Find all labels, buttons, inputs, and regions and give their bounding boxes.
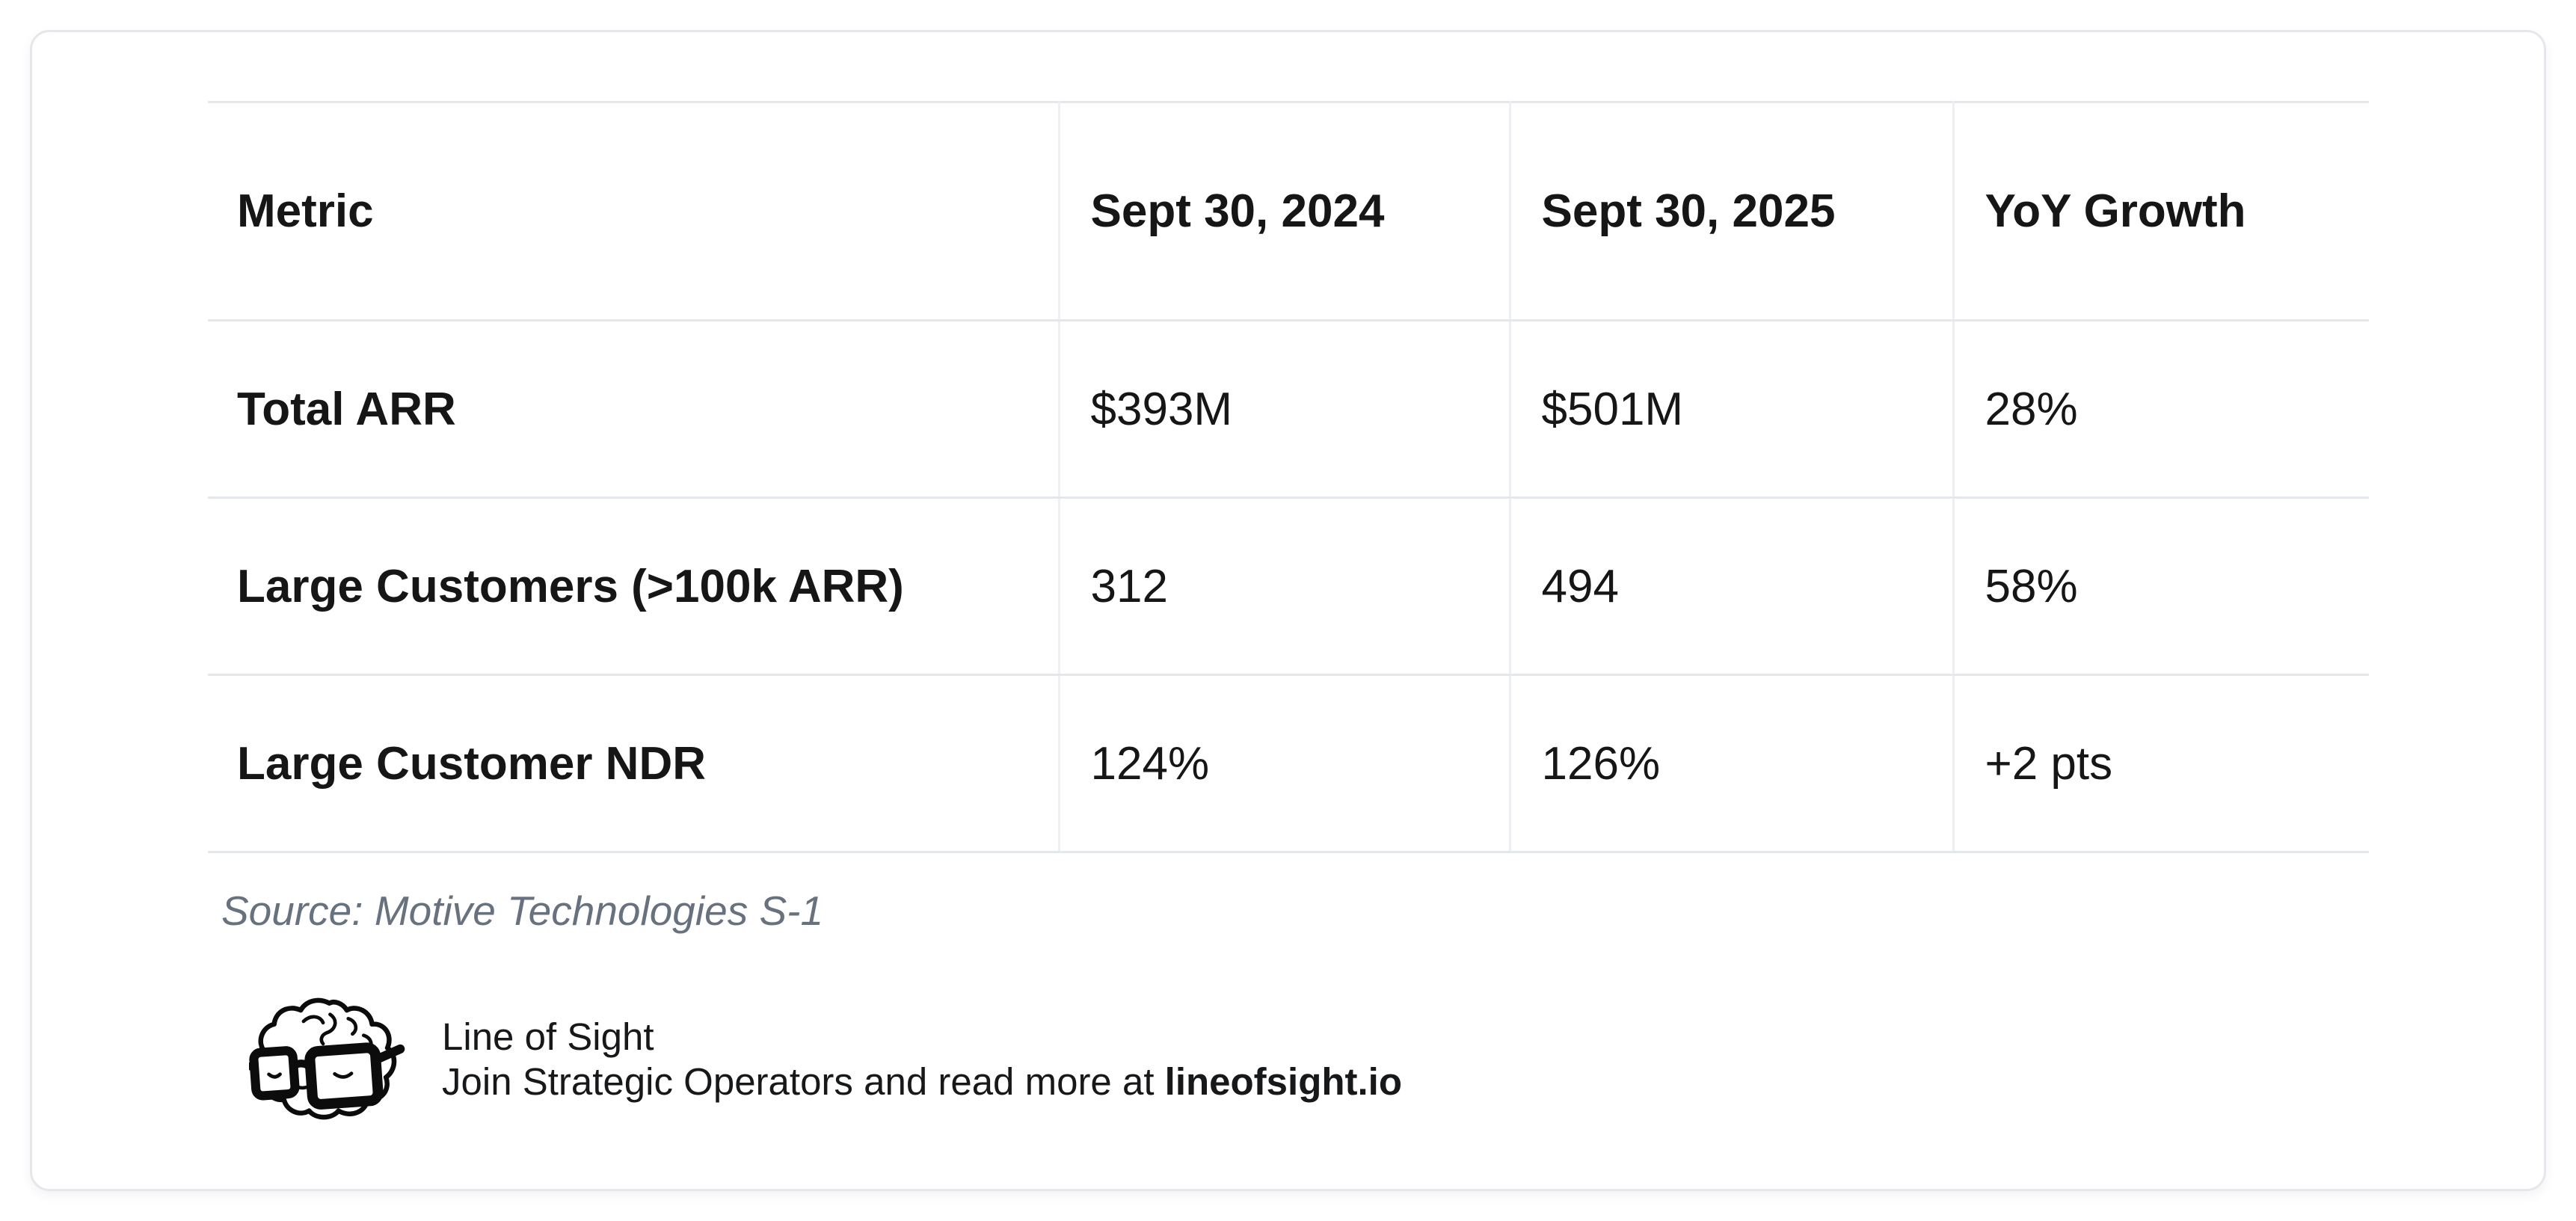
footer-link[interactable]: lineofsight.io	[1164, 1059, 1402, 1103]
value-cell-2024: $393M	[1057, 320, 1510, 499]
value-cell-2025: 494	[1508, 497, 1953, 676]
growth-cell: 28%	[1952, 320, 2369, 499]
value-cell-2024: 312	[1057, 497, 1510, 676]
value-cell-2024: 124%	[1057, 674, 1510, 853]
value-cell-2025: $501M	[1508, 320, 1953, 499]
column-header-yoy-growth: YoY Growth	[1952, 102, 2369, 322]
table-row-total-arr: Total ARR $393M $501M 28%	[208, 320, 2369, 499]
source-note: Source: Motive Technologies S-1	[221, 888, 824, 934]
footer-tagline: Join Strategic Operators and read more a…	[442, 1059, 1402, 1104]
header-row: Metric Sept 30, 2024 Sept 30, 2025 YoY G…	[208, 102, 2369, 322]
brand-name: Line of Sight	[442, 1015, 654, 1058]
table-row-large-customers: Large Customers (>100k ARR) 312 494 58%	[208, 497, 2369, 676]
metrics-card: Metric Sept 30, 2024 Sept 30, 2025 YoY G…	[30, 30, 2546, 1191]
growth-cell: 58%	[1952, 497, 2369, 676]
metric-cell: Total ARR	[208, 320, 1059, 499]
column-header-sept-2024: Sept 30, 2024	[1057, 102, 1510, 322]
growth-cell: +2 pts	[1952, 674, 2369, 853]
brain-glasses-icon	[245, 994, 410, 1125]
value-cell-2025: 126%	[1508, 674, 1953, 853]
metric-cell: Large Customer NDR	[208, 674, 1059, 853]
column-header-sept-2025: Sept 30, 2025	[1508, 102, 1953, 322]
metrics-table: Metric Sept 30, 2024 Sept 30, 2025 YoY G…	[208, 101, 2369, 853]
footer: Line of Sight Join Strategic Operators a…	[245, 994, 1402, 1125]
metric-cell: Large Customers (>100k ARR)	[208, 497, 1059, 676]
tagline-text: Join Strategic Operators and read more a…	[442, 1059, 1165, 1103]
table-row-large-customer-ndr: Large Customer NDR 124% 126% +2 pts	[208, 674, 2369, 853]
column-header-metric: Metric	[208, 102, 1059, 322]
